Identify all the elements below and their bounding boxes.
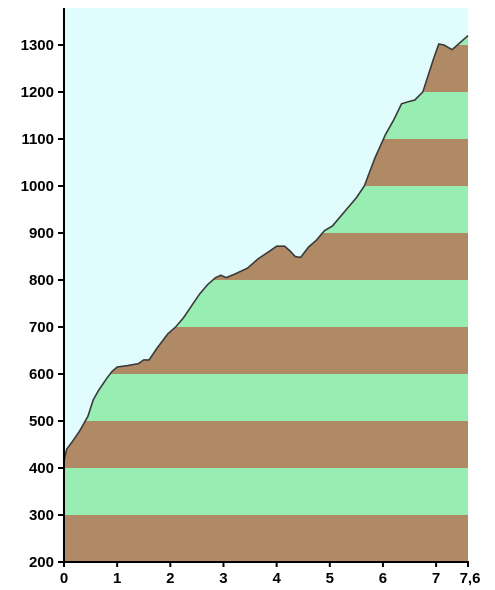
y-tick-label-1000: 1000 — [21, 178, 54, 195]
profile-line — [63, 35, 469, 462]
y-tick-label-500: 500 — [29, 413, 54, 430]
y-tick-label-900: 900 — [29, 225, 54, 242]
altitude-band-200 — [64, 515, 468, 562]
y-tick-label-200: 200 — [29, 554, 54, 571]
x-tick-label-3: 3 — [219, 570, 227, 587]
y-tick-labels: 200 300 400 500 600 700 800 900 1000 1100 1200 1300 — [21, 37, 64, 571]
x-tick-label-2: 2 — [166, 570, 174, 587]
y-tick-label-1300: 1300 — [21, 37, 54, 54]
x-tick-label-6: 6 — [379, 570, 387, 587]
y-tick-label-300: 300 — [29, 507, 54, 524]
y-tick-label-700: 700 — [29, 319, 54, 336]
altitude-band-300 — [64, 468, 468, 515]
elevation-profile — [63, 35, 469, 462]
x-tick-label-4: 4 — [272, 570, 281, 587]
y-tick-label-1100: 1100 — [21, 131, 54, 148]
y-tick-label-800: 800 — [29, 272, 54, 289]
axes — [63, 8, 469, 563]
y-tick-label-600: 600 — [29, 366, 54, 383]
x-tick-label-0: 0 — [60, 570, 68, 587]
x-tick-label-8: 7,6 — [460, 570, 481, 587]
x-tick-label-7: 7 — [432, 570, 440, 587]
altitude-band-500 — [64, 374, 468, 421]
x-tick-labels: 0 1 2 3 4 5 6 7 7,6 — [60, 562, 481, 587]
x-tick-label-1: 1 — [113, 570, 121, 587]
y-tick-label-1200: 1200 — [21, 84, 54, 101]
y-tick-label-400: 400 — [29, 460, 54, 477]
altitude-band-400 — [64, 421, 468, 468]
x-tick-label-5: 5 — [326, 570, 334, 587]
